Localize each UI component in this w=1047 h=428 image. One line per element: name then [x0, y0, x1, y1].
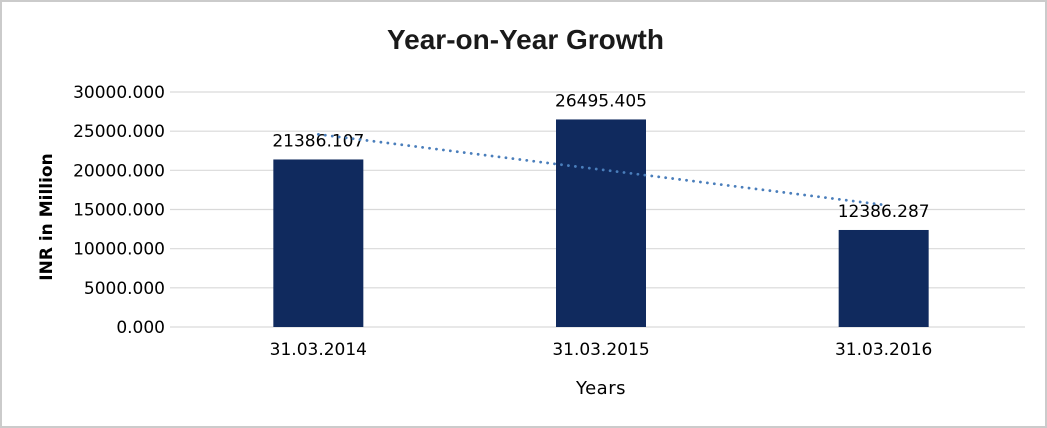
bar-data-label: 26495.405 [555, 91, 647, 111]
y-tick-label: 10000.000 [73, 240, 165, 260]
y-tick-label: 0.000 [116, 318, 165, 338]
x-axis-title: Years [576, 378, 626, 399]
x-category-label: 31.03.2014 [270, 340, 367, 360]
y-tick-label: 5000.000 [84, 279, 165, 299]
bar [273, 159, 364, 327]
bar-data-label: 12386.287 [838, 202, 930, 222]
y-tick-label: 15000.000 [73, 201, 165, 221]
bar [556, 119, 646, 327]
chart-title: Year-on-Year Growth [387, 24, 664, 55]
y-tick-label: 20000.000 [73, 161, 165, 181]
y-tick-label: 25000.000 [73, 122, 165, 142]
bar [838, 229, 929, 327]
y-tick-label: 30000.000 [73, 83, 165, 103]
bar-data-label: 21386.107 [272, 131, 364, 151]
x-category-label: 31.03.2015 [552, 340, 649, 360]
trendline [316, 132, 886, 207]
x-category-label: 31.03.2016 [835, 340, 932, 360]
